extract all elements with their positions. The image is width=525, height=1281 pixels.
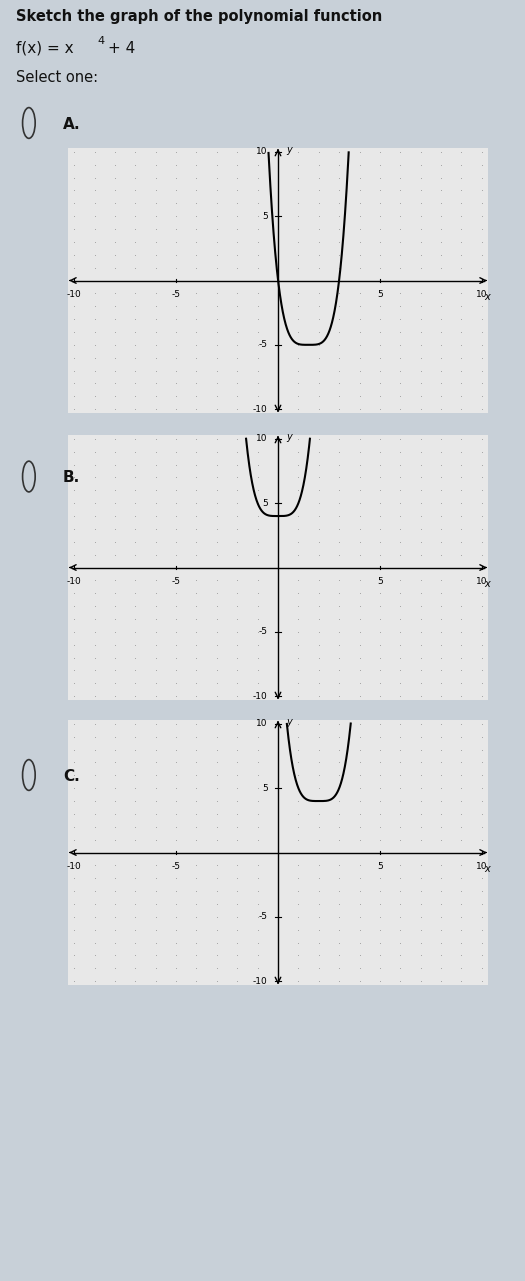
Text: -5: -5 <box>259 912 268 921</box>
Text: -5: -5 <box>172 862 181 871</box>
Text: 5: 5 <box>377 576 383 585</box>
Text: f(x) = x: f(x) = x <box>16 41 74 56</box>
Text: x: x <box>484 579 490 589</box>
Text: B.: B. <box>63 470 80 485</box>
Text: -10: -10 <box>67 290 81 298</box>
Text: 5: 5 <box>262 784 268 793</box>
Text: -5: -5 <box>172 576 181 585</box>
Text: -5: -5 <box>259 341 268 350</box>
Text: 10: 10 <box>476 290 488 298</box>
Text: -10: -10 <box>67 862 81 871</box>
Text: -10: -10 <box>253 692 268 701</box>
Text: Select one:: Select one: <box>16 70 98 86</box>
Text: 5: 5 <box>377 862 383 871</box>
Text: 10: 10 <box>256 720 268 729</box>
Text: y: y <box>286 145 292 155</box>
Text: C.: C. <box>63 769 80 784</box>
Text: 5: 5 <box>377 290 383 298</box>
Text: -5: -5 <box>259 628 268 637</box>
Text: -10: -10 <box>67 576 81 585</box>
Text: 10: 10 <box>256 434 268 443</box>
Text: 5: 5 <box>262 498 268 507</box>
Text: -10: -10 <box>253 405 268 414</box>
Text: -10: -10 <box>253 976 268 985</box>
Text: 4: 4 <box>97 36 104 46</box>
Text: -5: -5 <box>172 290 181 298</box>
Text: Sketch the graph of the polynomial function: Sketch the graph of the polynomial funct… <box>16 9 382 24</box>
Text: 5: 5 <box>262 211 268 220</box>
Text: 10: 10 <box>476 576 488 585</box>
Text: A.: A. <box>63 117 81 132</box>
Text: x: x <box>484 292 490 302</box>
Text: 10: 10 <box>256 147 268 156</box>
Text: x: x <box>484 865 490 874</box>
Text: y: y <box>286 717 292 726</box>
Text: y: y <box>286 432 292 442</box>
Text: + 4: + 4 <box>108 41 135 56</box>
Text: 10: 10 <box>476 862 488 871</box>
